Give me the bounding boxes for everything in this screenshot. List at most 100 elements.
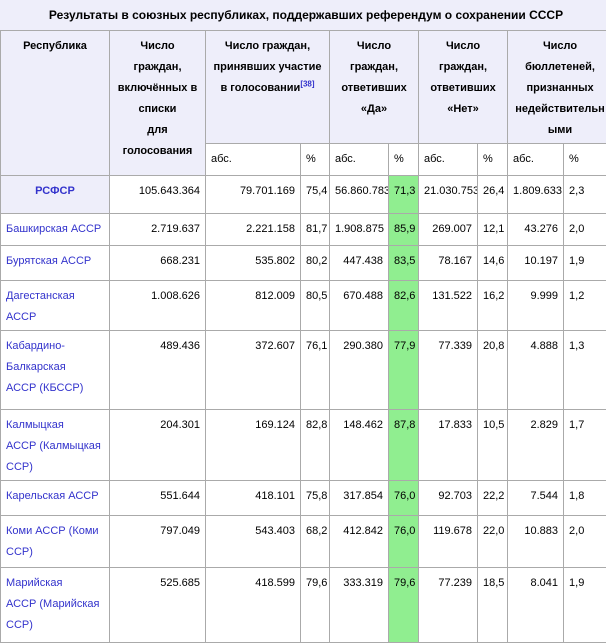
registered-cell: 551.644 (110, 481, 206, 516)
no-abs-cell: 92.703 (419, 481, 478, 516)
table-row: Кабардино- Балкарская АССР (КБССР) 489.43… (1, 331, 606, 410)
republic-cell: Кабардино- Балкарская АССР (КБССР) (1, 331, 110, 410)
participated-abs-cell: 418.599 (206, 568, 301, 643)
yes-pct-cell: 76,0 (389, 481, 419, 516)
participated-abs-cell: 535.802 (206, 246, 301, 281)
participated-pct-cell: 81,7 (301, 214, 330, 246)
participated-pct-cell: 75,4 (301, 176, 330, 214)
no-abs-cell: 77.339 (419, 331, 478, 410)
republic-link[interactable]: Дагестанская АССР (6, 290, 75, 323)
invalid-pct-cell: 2,0 (564, 516, 606, 568)
yes-abs-cell: 412.842 (330, 516, 389, 568)
yes-pct-cell: 77,9 (389, 331, 419, 410)
no-pct-cell: 12,1 (478, 214, 508, 246)
participated-abs-cell: 79.701.169 (206, 176, 301, 214)
registered-cell: 489.436 (110, 331, 206, 410)
invalid-abs-cell: 8.041 (508, 568, 564, 643)
subheader-pct-participated: % (301, 144, 330, 176)
yes-pct-cell: 82,6 (389, 281, 419, 331)
republic-cell: Башкирская АССР (1, 214, 110, 246)
republic-link[interactable]: Кабардино- Балкарская АССР (КБССР) (6, 340, 83, 394)
subheader-pct-invalid: % (564, 144, 606, 176)
yes-pct-cell: 79,6 (389, 568, 419, 643)
republic-link[interactable]: Калмыцкая АССР (Калмыцкая ССР) (6, 419, 101, 473)
participated-pct-cell: 76,1 (301, 331, 330, 410)
republic-link[interactable]: Коми АССР (Коми ССР) (6, 525, 99, 558)
republic-cell: Карельская АССР (1, 481, 110, 516)
yes-abs-cell: 317.854 (330, 481, 389, 516)
republic-link[interactable]: Башкирская АССР (6, 223, 101, 235)
no-pct-cell: 26,4 (478, 176, 508, 214)
registered-cell: 204.301 (110, 410, 206, 481)
footnote-ref-link[interactable]: [38] (300, 79, 314, 88)
yes-pct-cell: 87,8 (389, 410, 419, 481)
republic-cell: Коми АССР (Коми ССР) (1, 516, 110, 568)
invalid-pct-cell: 1,9 (564, 568, 606, 643)
no-pct-cell: 14,6 (478, 246, 508, 281)
invalid-abs-cell: 1.809.633 (508, 176, 564, 214)
no-abs-cell: 77.239 (419, 568, 478, 643)
participated-abs-cell: 2.221.158 (206, 214, 301, 246)
no-pct-cell: 22,0 (478, 516, 508, 568)
republic-link[interactable]: Карельская АССР (6, 490, 99, 502)
republic-link[interactable]: Марийская АССР (Марийская ССР) (6, 577, 99, 631)
no-pct-cell: 16,2 (478, 281, 508, 331)
yes-abs-cell: 447.438 (330, 246, 389, 281)
registered-cell: 797.049 (110, 516, 206, 568)
no-pct-cell: 18,5 (478, 568, 508, 643)
subheader-pct-no: % (478, 144, 508, 176)
yes-pct-cell: 76,0 (389, 516, 419, 568)
invalid-abs-cell: 2.829 (508, 410, 564, 481)
yes-abs-cell: 333.319 (330, 568, 389, 643)
participated-pct-cell: 68,2 (301, 516, 330, 568)
republic-cell: Бурятская АССР (1, 246, 110, 281)
invalid-abs-cell: 9.999 (508, 281, 564, 331)
registered-cell: 668.231 (110, 246, 206, 281)
republic-link[interactable]: РСФСР (35, 185, 75, 197)
no-pct-cell: 10,5 (478, 410, 508, 481)
participated-pct-cell: 80,2 (301, 246, 330, 281)
participated-abs-cell: 372.607 (206, 331, 301, 410)
header-participated: Число граждан, принявших участие в голос… (206, 31, 330, 144)
invalid-abs-cell: 10.883 (508, 516, 564, 568)
header-republic: Республика (1, 31, 110, 176)
subheader-abs-participated: абс. (206, 144, 301, 176)
participated-pct-cell: 80,5 (301, 281, 330, 331)
invalid-abs-cell: 4.888 (508, 331, 564, 410)
invalid-pct-cell: 2,3 (564, 176, 606, 214)
republic-link[interactable]: Бурятская АССР (6, 255, 91, 267)
invalid-pct-cell: 1,9 (564, 246, 606, 281)
republic-cell: Калмыцкая АССР (Калмыцкая ССР) (1, 410, 110, 481)
no-abs-cell: 131.522 (419, 281, 478, 331)
yes-abs-cell: 290.380 (330, 331, 389, 410)
no-abs-cell: 17.833 (419, 410, 478, 481)
yes-abs-cell: 1.908.875 (330, 214, 389, 246)
yes-abs-cell: 56.860.783 (330, 176, 389, 214)
subheader-abs-invalid: абс. (508, 144, 564, 176)
no-abs-cell: 78.167 (419, 246, 478, 281)
registered-cell: 2.719.637 (110, 214, 206, 246)
table-title: Результаты в союзных республиках, поддер… (0, 0, 606, 30)
header-yes: Число граждан, ответивших «Да» (330, 31, 419, 144)
participated-abs-cell: 812.009 (206, 281, 301, 331)
no-abs-cell: 21.030.753 (419, 176, 478, 214)
invalid-pct-cell: 1,8 (564, 481, 606, 516)
subheader-pct-yes: % (389, 144, 419, 176)
results-table: Республика Число граждан, включённых в с… (0, 30, 606, 643)
invalid-pct-cell: 2,0 (564, 214, 606, 246)
invalid-pct-cell: 1,3 (564, 331, 606, 410)
participated-abs-cell: 418.101 (206, 481, 301, 516)
participated-abs-cell: 169.124 (206, 410, 301, 481)
republic-cell: Дагестанская АССР (1, 281, 110, 331)
table-header: Республика Число граждан, включённых в с… (1, 31, 606, 176)
header-registered: Число граждан, включённых в списки для г… (110, 31, 206, 176)
invalid-abs-cell: 10.197 (508, 246, 564, 281)
